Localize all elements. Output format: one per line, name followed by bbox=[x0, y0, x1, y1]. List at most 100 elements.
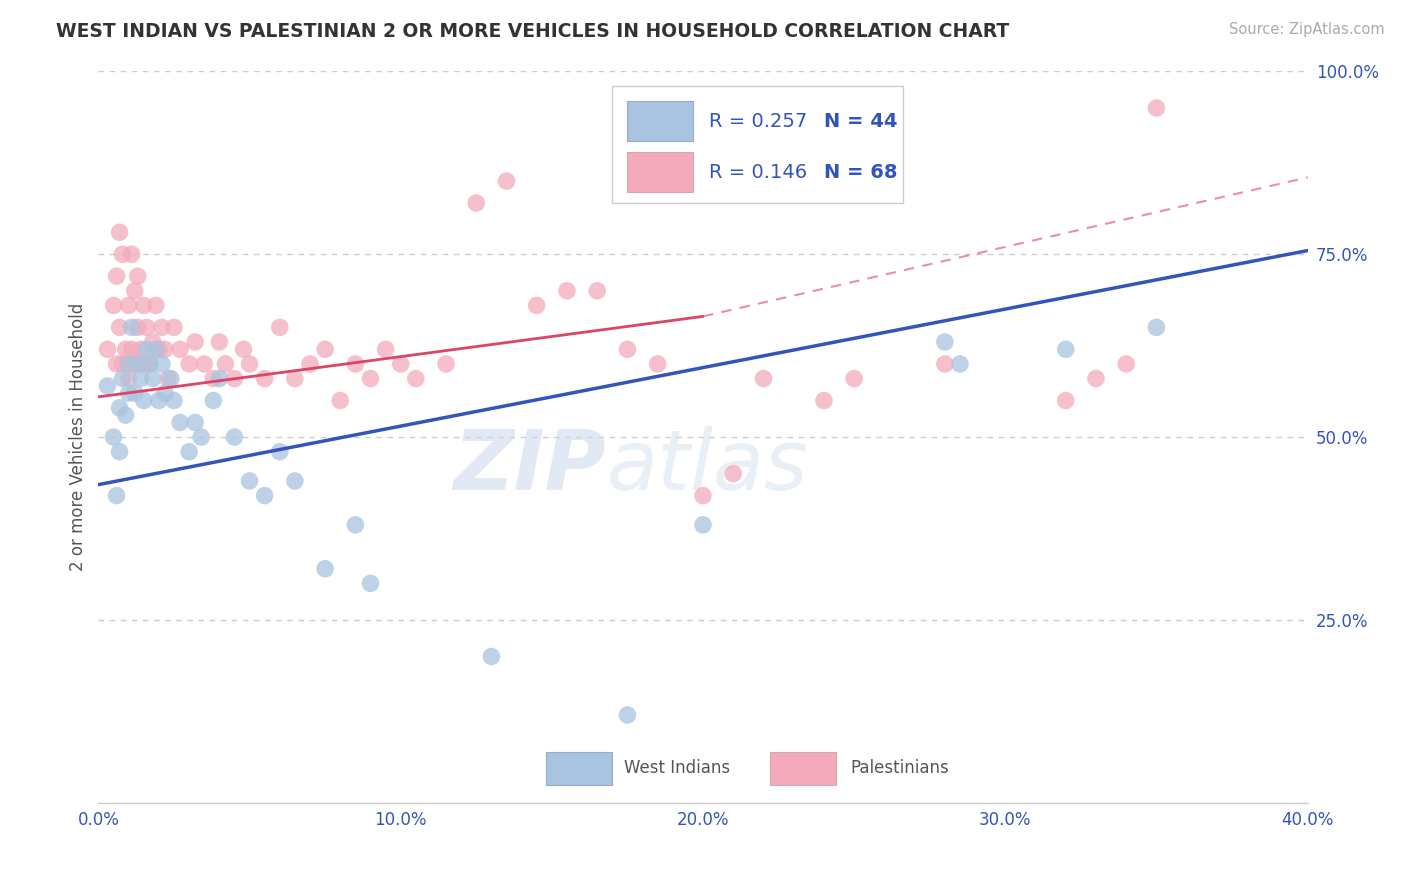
Point bbox=[1115, 357, 1137, 371]
Point bbox=[105, 269, 128, 284]
Point bbox=[105, 357, 128, 371]
Point bbox=[465, 196, 488, 211]
Point bbox=[692, 489, 714, 503]
Point bbox=[127, 320, 149, 334]
Point bbox=[934, 357, 956, 371]
Point bbox=[139, 357, 162, 371]
Point bbox=[96, 343, 118, 357]
Point bbox=[232, 343, 254, 357]
Point bbox=[108, 225, 131, 239]
Point bbox=[142, 371, 165, 385]
Point bbox=[127, 357, 149, 371]
Point bbox=[132, 393, 155, 408]
Point bbox=[114, 408, 136, 422]
FancyBboxPatch shape bbox=[546, 752, 613, 785]
Point bbox=[253, 489, 276, 503]
Point bbox=[224, 371, 246, 385]
Text: WEST INDIAN VS PALESTINIAN 2 OR MORE VEHICLES IN HOUSEHOLD CORRELATION CHART: WEST INDIAN VS PALESTINIAN 2 OR MORE VEH… bbox=[56, 22, 1010, 41]
Point bbox=[813, 393, 835, 408]
Point bbox=[526, 298, 548, 312]
Point bbox=[586, 284, 609, 298]
Point bbox=[314, 343, 336, 357]
Point bbox=[169, 416, 191, 430]
Point bbox=[127, 269, 149, 284]
Point bbox=[434, 357, 457, 371]
Point bbox=[118, 371, 141, 385]
Point bbox=[145, 298, 167, 312]
Point bbox=[934, 334, 956, 349]
Point bbox=[142, 334, 165, 349]
Point bbox=[118, 298, 141, 312]
Point bbox=[124, 284, 146, 298]
Point bbox=[163, 393, 186, 408]
Point bbox=[148, 343, 170, 357]
Point bbox=[202, 393, 225, 408]
Text: Source: ZipAtlas.com: Source: ZipAtlas.com bbox=[1229, 22, 1385, 37]
Text: N = 68: N = 68 bbox=[824, 163, 897, 182]
Point bbox=[647, 357, 669, 371]
Point bbox=[148, 393, 170, 408]
Point bbox=[1054, 393, 1077, 408]
Point bbox=[103, 298, 125, 312]
Point bbox=[299, 357, 322, 371]
Point bbox=[132, 357, 155, 371]
Point bbox=[329, 393, 352, 408]
Point bbox=[108, 444, 131, 458]
Point bbox=[481, 649, 503, 664]
Point bbox=[360, 371, 382, 385]
Point bbox=[1054, 343, 1077, 357]
Point bbox=[153, 386, 176, 401]
Point bbox=[389, 357, 412, 371]
Point bbox=[150, 320, 173, 334]
Point bbox=[132, 298, 155, 312]
Point bbox=[121, 247, 143, 261]
Point bbox=[118, 386, 141, 401]
Text: Palestinians: Palestinians bbox=[851, 759, 949, 778]
Point bbox=[184, 334, 207, 349]
FancyBboxPatch shape bbox=[769, 752, 837, 785]
FancyBboxPatch shape bbox=[627, 101, 693, 141]
Point bbox=[179, 357, 201, 371]
Point bbox=[360, 576, 382, 591]
Point bbox=[752, 371, 775, 385]
Point bbox=[118, 357, 141, 371]
Point bbox=[111, 247, 134, 261]
Point bbox=[114, 343, 136, 357]
Point bbox=[169, 343, 191, 357]
Point bbox=[156, 371, 179, 385]
Point bbox=[160, 371, 183, 385]
Point bbox=[124, 357, 146, 371]
Point bbox=[405, 371, 427, 385]
Text: R = 0.257: R = 0.257 bbox=[709, 112, 807, 130]
Point bbox=[284, 474, 307, 488]
Point bbox=[129, 371, 152, 385]
Point bbox=[124, 386, 146, 401]
Point bbox=[723, 467, 745, 481]
Point bbox=[314, 562, 336, 576]
Point bbox=[111, 357, 134, 371]
Point bbox=[616, 708, 638, 723]
Text: West Indians: West Indians bbox=[624, 759, 731, 778]
Point bbox=[949, 357, 972, 371]
Point bbox=[239, 357, 262, 371]
Point bbox=[111, 371, 134, 385]
Point bbox=[202, 371, 225, 385]
Point bbox=[135, 343, 157, 357]
Point bbox=[105, 489, 128, 503]
Text: ZIP: ZIP bbox=[454, 425, 606, 507]
Point bbox=[179, 444, 201, 458]
Point bbox=[284, 371, 307, 385]
Text: N = 44: N = 44 bbox=[824, 112, 897, 130]
Point bbox=[269, 320, 291, 334]
Point bbox=[344, 517, 367, 532]
Point bbox=[214, 357, 236, 371]
Point bbox=[145, 343, 167, 357]
Point bbox=[96, 379, 118, 393]
Point bbox=[135, 320, 157, 334]
Point bbox=[121, 343, 143, 357]
Point bbox=[374, 343, 396, 357]
Point bbox=[103, 430, 125, 444]
Point bbox=[253, 371, 276, 385]
Point bbox=[108, 320, 131, 334]
Point bbox=[692, 517, 714, 532]
